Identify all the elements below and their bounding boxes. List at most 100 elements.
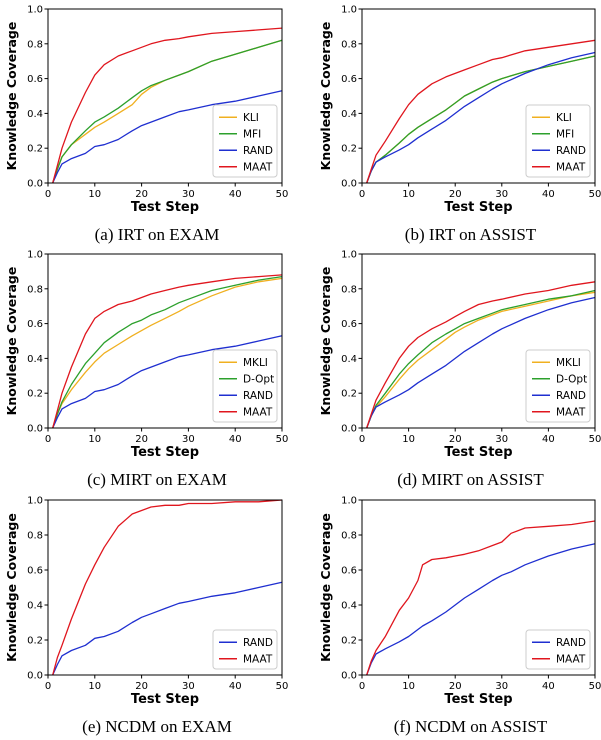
x-axis-label: Test Step [131, 692, 199, 707]
plot-frame [47, 253, 283, 429]
y-tick-label: 1.0 [341, 5, 357, 16]
legend-label: MFI [556, 129, 574, 141]
legend-label: KLI [556, 112, 572, 124]
x-tick-label: 10 [88, 434, 101, 445]
series-line-rand [366, 296, 596, 429]
x-tick-label: 10 [88, 681, 101, 692]
subfigure-caption: (c) MIRT on EXAM [87, 470, 227, 489]
x-tick-label: 40 [542, 189, 555, 200]
x-tick-label: 10 [88, 189, 101, 200]
legend: MKLI D-Opt RAND MAAT [525, 349, 591, 423]
x-tick-label: 0 [45, 681, 51, 692]
x-tick-label: 30 [182, 681, 195, 692]
x-tick-label: 50 [589, 681, 601, 692]
legend-label: MAAT [556, 162, 586, 174]
legend-label: D-Opt [243, 374, 274, 386]
subfigure-caption: (a) IRT on EXAM [95, 225, 220, 244]
subfigure-caption: (f) NCDM on ASSIST [394, 717, 548, 736]
y-tick-label: 0.6 [27, 566, 43, 577]
y-axis-label: Knowledge Coverage [318, 22, 333, 171]
plot-frame [47, 499, 283, 676]
y-tick-label: 0.0 [341, 424, 357, 435]
series-line-maat [52, 274, 283, 429]
x-tick-label: 40 [542, 681, 555, 692]
series-line-mfi [52, 39, 283, 184]
legend: RAND MAAT [212, 629, 278, 670]
legend-label: MAAT [556, 407, 586, 419]
x-tick-label: 0 [45, 434, 51, 445]
series-line-d-opt [52, 275, 283, 429]
x-tick-label: 30 [495, 434, 508, 445]
x-tick-label: 40 [542, 434, 555, 445]
x-axis-label: Test Step [444, 200, 512, 215]
series-line-rand [52, 581, 283, 676]
x-tick-label: 20 [135, 434, 148, 445]
legend-label: RAND [556, 390, 586, 402]
x-tick-label: 30 [495, 681, 508, 692]
legend-box [212, 349, 278, 423]
x-tick-label: 10 [402, 434, 415, 445]
y-tick-label: 0.0 [27, 424, 43, 435]
y-tick-label: 0.2 [341, 389, 357, 400]
y-tick-label: 0.4 [27, 354, 43, 365]
y-tick-label: 1.0 [27, 496, 43, 507]
chart-2: 0 10 20 30 40 50 0.0 0.2 0.4 0.6 0.8 1.0 Test Step Kn… [318, 5, 601, 245]
x-tick-label: 30 [182, 189, 195, 200]
y-tick-label: 0.0 [27, 179, 43, 190]
x-tick-label: 50 [276, 681, 289, 692]
legend-label: MFI [243, 129, 261, 141]
y-tick-label: 0.2 [27, 636, 43, 647]
subfigure-caption: (e) NCDM on EXAM [82, 717, 232, 736]
series-line-maat [52, 499, 283, 676]
x-axis-label: Test Step [444, 445, 512, 460]
series-line-maat [366, 39, 596, 184]
legend-label: RAND [243, 390, 273, 402]
x-tick-label: 20 [449, 434, 462, 445]
series-line-maat [366, 281, 596, 429]
chart-1: 0 10 20 30 40 50 0.0 0.2 0.4 0.6 0.8 1.0 Test Step Kn… [4, 5, 288, 245]
series-line-rand [52, 90, 283, 184]
x-tick-label: 0 [359, 189, 365, 200]
x-tick-label: 50 [589, 189, 601, 200]
y-tick-label: 0.8 [27, 531, 43, 542]
legend-label: MAAT [243, 654, 273, 666]
y-axis-label: Knowledge Coverage [4, 267, 19, 416]
y-tick-label: 0.8 [341, 39, 357, 50]
y-axis-label: Knowledge Coverage [4, 22, 19, 171]
x-axis-label: Test Step [131, 445, 199, 460]
y-tick-label: 0.6 [27, 319, 43, 330]
series-line-rand [366, 543, 596, 676]
plot-frame [47, 8, 283, 184]
x-tick-label: 50 [276, 189, 289, 200]
series-line-mkli [52, 277, 283, 429]
subfigure-caption: (d) MIRT on ASSIST [397, 470, 544, 489]
y-tick-label: 0.6 [341, 566, 357, 577]
series-line-rand [366, 51, 596, 184]
legend-label: KLI [243, 112, 259, 124]
chart-6: 0 10 20 30 40 50 0.0 0.2 0.4 0.6 0.8 1.0 Test Step Kn… [318, 496, 601, 737]
legend: KLI MFI RAND MAAT [212, 104, 278, 178]
series-line-rand [52, 335, 283, 429]
series-line-maat [52, 27, 283, 184]
series-line-mfi [366, 55, 596, 184]
x-tick-label: 20 [449, 189, 462, 200]
x-tick-label: 20 [135, 681, 148, 692]
y-tick-label: 0.2 [341, 636, 357, 647]
legend-label: MKLI [243, 357, 268, 369]
x-tick-label: 50 [276, 434, 289, 445]
series-line-d-opt [366, 289, 596, 429]
x-tick-label: 0 [45, 189, 51, 200]
legend-box [525, 104, 591, 178]
legend-label: MAAT [243, 407, 273, 419]
y-tick-label: 0.4 [341, 109, 357, 120]
x-tick-label: 30 [495, 189, 508, 200]
x-tick-label: 50 [589, 434, 601, 445]
y-tick-label: 0.8 [27, 284, 43, 295]
x-tick-label: 10 [402, 189, 415, 200]
y-axis-label: Knowledge Coverage [318, 267, 333, 416]
y-tick-label: 0.2 [27, 389, 43, 400]
legend-label: RAND [243, 145, 273, 157]
legend-label: RAND [556, 145, 586, 157]
x-tick-label: 0 [359, 434, 365, 445]
